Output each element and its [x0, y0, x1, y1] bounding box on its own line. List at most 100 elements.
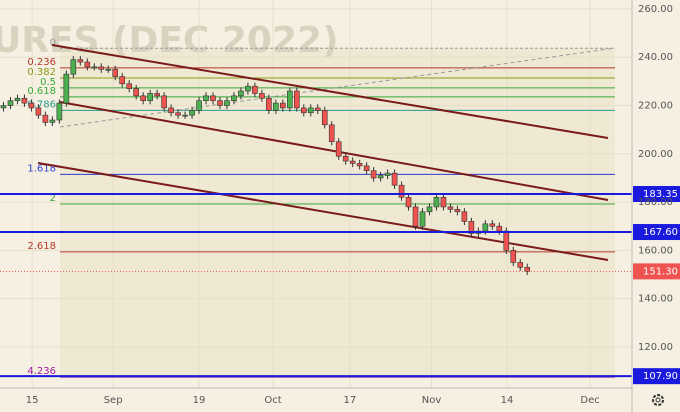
candle-body — [391, 172, 398, 186]
y-tick-label: 180.00 — [638, 197, 673, 208]
channel-line — [37, 162, 609, 261]
candle-body — [56, 102, 63, 121]
candle-body — [14, 97, 21, 101]
candle-body — [161, 95, 167, 109]
candle-body — [433, 196, 440, 208]
candle-body — [328, 124, 335, 143]
candle-body — [252, 85, 258, 94]
candle-body — [356, 163, 363, 167]
candle-body — [342, 155, 349, 162]
fib-label: 0.618 — [27, 86, 56, 97]
x-tick-label: 19 — [193, 395, 206, 406]
price-label-box — [633, 224, 680, 241]
fib-label: 0.236 — [27, 57, 56, 68]
channel-line — [51, 44, 609, 139]
candle-body — [363, 165, 370, 172]
candle-body — [49, 119, 56, 123]
candle-body — [0, 105, 7, 109]
candle-body — [398, 184, 405, 198]
candle-body — [35, 107, 42, 116]
candle-body — [468, 221, 475, 234]
candle-body — [293, 90, 300, 109]
candle-body — [21, 97, 28, 104]
x-tick-label: 17 — [344, 395, 357, 406]
candle-body — [482, 223, 489, 232]
candle-body — [238, 90, 244, 97]
candle-body — [370, 170, 377, 179]
candle-body — [412, 206, 419, 227]
candle-body — [335, 141, 342, 157]
candle-body — [489, 223, 496, 227]
fib-label: 2.618 — [27, 241, 56, 252]
y-tick-label: 120.00 — [638, 342, 673, 353]
candle-body — [454, 209, 461, 213]
fib-label: 1.618 — [27, 163, 56, 174]
candle-body — [189, 110, 195, 116]
candle-body — [91, 66, 98, 69]
candle-body — [105, 68, 112, 71]
candle-body — [203, 95, 209, 101]
candle-body — [517, 262, 524, 268]
candle-body — [503, 230, 510, 251]
price-label-box — [633, 368, 680, 385]
last-price-box — [633, 263, 680, 280]
candle-body — [98, 66, 105, 70]
candle-body — [112, 68, 119, 77]
fib-label: 2 — [50, 193, 56, 204]
x-tick-label: Sep — [104, 395, 123, 406]
fib-label: 0.786 — [27, 99, 56, 110]
trend-dashed — [59, 47, 616, 128]
candle-body — [245, 85, 251, 92]
candle-body — [419, 211, 426, 227]
candle-body — [133, 88, 139, 97]
candle-body — [140, 95, 146, 101]
candle-body — [196, 100, 202, 111]
x-tick-label: Dec — [580, 395, 599, 406]
candle-body — [447, 206, 454, 210]
candle-body — [496, 225, 503, 232]
candle-body — [147, 93, 153, 101]
candle-body — [154, 93, 160, 97]
settings-icon[interactable] — [652, 394, 664, 406]
fib-label: 0 — [50, 37, 56, 48]
candle-body — [314, 107, 321, 111]
candle-body — [182, 114, 188, 117]
candle-body — [266, 97, 272, 111]
last-price-label: 151.30 — [643, 266, 678, 277]
channel-line — [59, 101, 609, 201]
price-label-box — [633, 186, 680, 202]
price-label: 183.35 — [643, 189, 678, 200]
candle-body — [7, 100, 14, 106]
y-tick-label: 240.00 — [638, 52, 673, 63]
fib-label: 0.382 — [27, 67, 56, 78]
candle-body — [440, 196, 447, 208]
candle-body — [210, 95, 216, 101]
candle-body — [224, 100, 230, 106]
candle-body — [461, 211, 468, 222]
candle-body — [77, 59, 84, 63]
y-tick-label: 140.00 — [638, 294, 673, 305]
y-tick-label: 260.00 — [638, 4, 673, 15]
candle-body — [510, 250, 517, 263]
candle-body — [217, 100, 223, 106]
candle-body — [349, 160, 356, 164]
x-tick-label: 14 — [501, 395, 514, 406]
candle-body — [126, 83, 132, 89]
x-tick-label: Oct — [264, 395, 281, 406]
candle-body — [231, 95, 237, 101]
watermark: URES (DEC 2022) — [0, 20, 339, 61]
candle-body — [119, 76, 126, 85]
price-levels: 183.35 167.60 107.90 151.30 — [0, 186, 680, 385]
candle-body — [28, 102, 35, 109]
fib-label: 4.236 — [27, 366, 56, 377]
x-tick-label: Nov — [422, 395, 442, 406]
candle-body — [175, 112, 181, 116]
candle-body — [300, 107, 307, 114]
price-label: 167.60 — [643, 227, 678, 238]
candle-body — [273, 102, 279, 111]
candle-body — [84, 61, 91, 68]
candle-body — [280, 102, 286, 109]
candle-body — [426, 206, 433, 213]
candle-body — [384, 172, 391, 176]
